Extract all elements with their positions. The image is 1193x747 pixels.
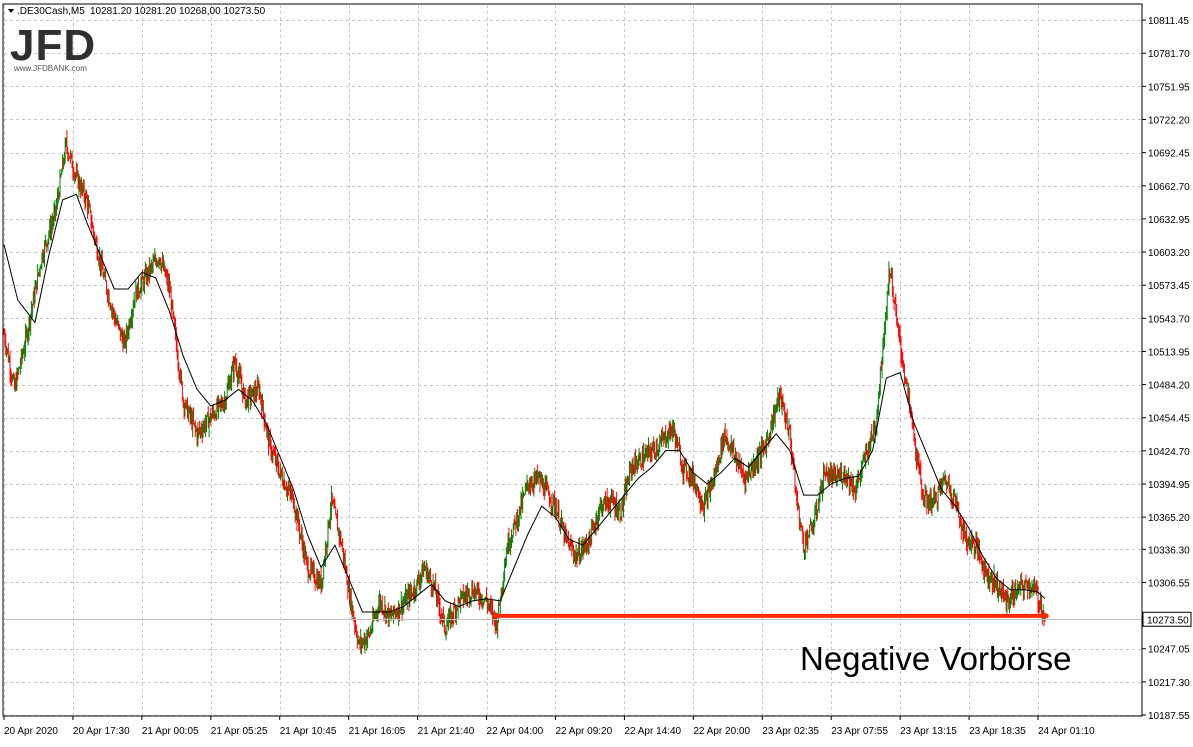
y-tick-label: 10217.30: [1148, 678, 1190, 689]
x-tick-label: 22 Apr 04:00: [487, 726, 544, 737]
x-tick-label: 23 Apr 18:35: [969, 726, 1026, 737]
annotation-text: Negative Vorbörse: [800, 640, 1072, 677]
grid: [4, 5, 1141, 716]
y-tick-label: 10454.45: [1148, 414, 1190, 425]
plot-frame: [2, 3, 1143, 717]
y-tick-label: 10632.95: [1148, 215, 1190, 226]
y-tick-label: 10187.55: [1148, 711, 1190, 722]
y-tick-label: 10543.70: [1148, 314, 1190, 325]
y-tick-label: 10365.20: [1148, 513, 1190, 524]
x-tick-label: 21 Apr 05:25: [211, 726, 268, 737]
y-axis: 10811.45 10781.70 10751.95 10722.20 10692.45…: [4, 16, 1192, 722]
moving-average-series: [3, 193, 1046, 613]
y-tick-label: 10336.30: [1148, 545, 1190, 556]
symbol-label: .DE30Cash,M5: [17, 6, 85, 17]
current-price-tag: [1142, 611, 1192, 627]
x-tick-label: 22 Apr 20:00: [693, 726, 750, 737]
x-tick-label: 21 Apr 16:05: [349, 726, 406, 737]
x-tick-label: 21 Apr 10:45: [280, 726, 337, 737]
x-tick-label: 20 Apr 17:30: [73, 726, 130, 737]
y-tick-label: 10603.20: [1148, 248, 1190, 259]
x-tick-label: 22 Apr 09:20: [555, 726, 612, 737]
x-tick-label: 21 Apr 00:05: [142, 726, 199, 737]
y-tick-label: 10247.05: [1148, 645, 1190, 656]
x-tick-label: 23 Apr 13:15: [900, 726, 957, 737]
x-tick-label: 23 Apr 07:55: [831, 726, 888, 737]
support-line-group: [492, 613, 1049, 619]
y-tick-label: 10662.70: [1148, 182, 1190, 193]
caret-down-icon[interactable]: [8, 9, 14, 13]
logo-subtext: www.JFDBANK.com: [13, 64, 87, 73]
y-tick-label: 10573.45: [1148, 281, 1190, 292]
x-tick-label: 20 Apr 2020: [4, 726, 58, 737]
current-price-label: 10273.50: [1147, 615, 1189, 626]
y-tick-label: 10751.95: [1148, 82, 1190, 93]
x-tick-label: 23 Apr 02:35: [762, 726, 819, 737]
y-tick-label: 10306.55: [1148, 578, 1190, 589]
x-axis: 20 Apr 2020 20 Apr 17:30 21 Apr 00:05 21 Ap…: [3, 716, 1095, 737]
y-tick-label: 10424.70: [1148, 447, 1190, 458]
support-line-start-handle[interactable]: [492, 613, 498, 619]
y-tick-label: 10722.20: [1148, 115, 1190, 126]
logo-text: JFD: [10, 21, 96, 70]
y-tick-label: 10394.95: [1148, 480, 1190, 491]
y-tick-label: 10811.45: [1148, 16, 1189, 27]
moving-average-line: [3, 193, 1046, 613]
price-series: [3, 130, 1046, 655]
support-line-end-handle[interactable]: [1043, 613, 1049, 619]
x-tick-label: 22 Apr 14:40: [624, 726, 681, 737]
y-tick-label: 10692.45: [1148, 149, 1190, 160]
x-tick-label: 21 Apr 21:40: [418, 726, 475, 737]
ohlc-readout: 10281.20 10281.20 10268,00 10273.50: [90, 6, 266, 17]
x-tick-label: 24 Apr 01:10: [1038, 726, 1095, 737]
y-tick-label: 10781.70: [1148, 49, 1190, 60]
y-tick-label: 10484.20: [1148, 381, 1190, 392]
y-tick-label: 10513.95: [1148, 347, 1190, 358]
